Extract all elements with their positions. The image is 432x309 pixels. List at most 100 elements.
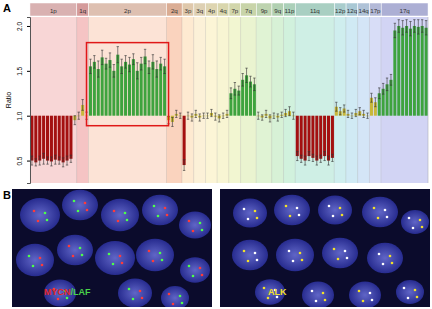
- y-tick: 0.5: [16, 156, 30, 165]
- error-cap: [343, 112, 345, 113]
- arm-label: 2q: [171, 7, 178, 14]
- error-cap: [370, 93, 372, 94]
- error-line: [133, 54, 134, 65]
- arm-header: [381, 3, 428, 16]
- error-line: [172, 117, 173, 126]
- error-cap: [199, 121, 201, 122]
- error-cap: [421, 19, 423, 20]
- error-line: [351, 113, 352, 118]
- error-cap: [241, 73, 243, 74]
- fish-signal: [32, 265, 35, 268]
- error-bar: [124, 56, 126, 69]
- fish-signal: [298, 214, 301, 217]
- error-line: [402, 21, 403, 35]
- fish-signal: [159, 252, 162, 255]
- error-cap: [113, 77, 115, 78]
- bar: [425, 28, 428, 116]
- bar: [54, 116, 57, 160]
- bar: [389, 80, 392, 116]
- fish-signal: [192, 230, 195, 233]
- arm-background: [206, 17, 218, 183]
- fish-signal: [172, 303, 175, 306]
- error-cap: [417, 19, 419, 20]
- error-cap: [245, 82, 247, 83]
- error-bar: [331, 154, 333, 161]
- error-bar: [284, 109, 286, 116]
- fish-signal: [322, 292, 325, 295]
- error-bar: [50, 157, 52, 166]
- error-cap: [113, 64, 115, 65]
- fish-signal: [421, 226, 424, 229]
- error-line: [51, 157, 52, 166]
- fish-signal: [188, 220, 191, 223]
- error-cap: [101, 64, 103, 65]
- bar: [58, 116, 61, 161]
- caption-part: MYCN: [44, 287, 71, 297]
- error-line: [269, 115, 270, 122]
- error-cap: [425, 20, 427, 21]
- error-bar: [226, 110, 228, 117]
- arm-background: [284, 17, 296, 183]
- error-bar: [202, 113, 204, 118]
- error-cap: [257, 119, 259, 120]
- error-cap: [351, 113, 353, 114]
- error-line: [422, 20, 423, 33]
- cell-nucleus: [232, 240, 268, 271]
- error-bar: [374, 98, 376, 107]
- error-line: [297, 152, 298, 161]
- error-cap: [105, 69, 107, 70]
- error-bar: [117, 47, 119, 63]
- error-line: [98, 61, 99, 77]
- error-cap: [261, 120, 263, 121]
- bar: [163, 66, 166, 115]
- error-cap: [378, 87, 380, 88]
- bar: [50, 116, 53, 162]
- error-bar: [308, 152, 310, 161]
- error-bar: [199, 114, 201, 121]
- error-cap: [382, 83, 384, 84]
- error-cap: [413, 32, 415, 33]
- bar: [319, 116, 322, 159]
- error-line: [340, 108, 341, 115]
- error-bar: [304, 156, 306, 165]
- error-cap: [234, 82, 236, 83]
- error-cap: [273, 118, 275, 119]
- error-cap: [70, 155, 72, 156]
- fish-signal: [403, 287, 406, 290]
- error-bar: [218, 115, 220, 122]
- error-line: [266, 110, 267, 117]
- error-line: [250, 76, 251, 87]
- cell-nucleus: [302, 281, 334, 307]
- fish-signal: [41, 264, 44, 267]
- error-cap: [312, 161, 314, 162]
- error-cap: [163, 73, 165, 74]
- error-cap: [284, 116, 286, 117]
- bar: [409, 29, 412, 116]
- arm-label: 2p: [124, 7, 131, 14]
- arm-background: [272, 17, 284, 183]
- bar: [300, 116, 303, 159]
- fish-signal: [254, 210, 257, 213]
- error-cap: [117, 46, 119, 47]
- error-line: [254, 78, 255, 91]
- error-cap: [97, 60, 99, 61]
- error-bar: [401, 21, 403, 35]
- error-cap: [292, 112, 294, 113]
- error-cap: [132, 53, 134, 54]
- error-cap: [316, 165, 318, 166]
- error-cap: [277, 113, 279, 114]
- error-bar: [382, 83, 384, 94]
- error-bar: [206, 113, 208, 118]
- fish-signal: [414, 289, 417, 292]
- error-cap: [54, 164, 56, 165]
- fish-signal: [263, 287, 266, 290]
- error-cap: [394, 23, 396, 24]
- error-cap: [320, 155, 322, 156]
- error-cap: [296, 160, 298, 161]
- error-line: [145, 49, 146, 63]
- cell-nucleus: [367, 243, 403, 274]
- arm-header: [241, 3, 257, 16]
- error-bar: [140, 57, 142, 70]
- bar: [147, 67, 150, 115]
- fish-signal: [201, 229, 204, 232]
